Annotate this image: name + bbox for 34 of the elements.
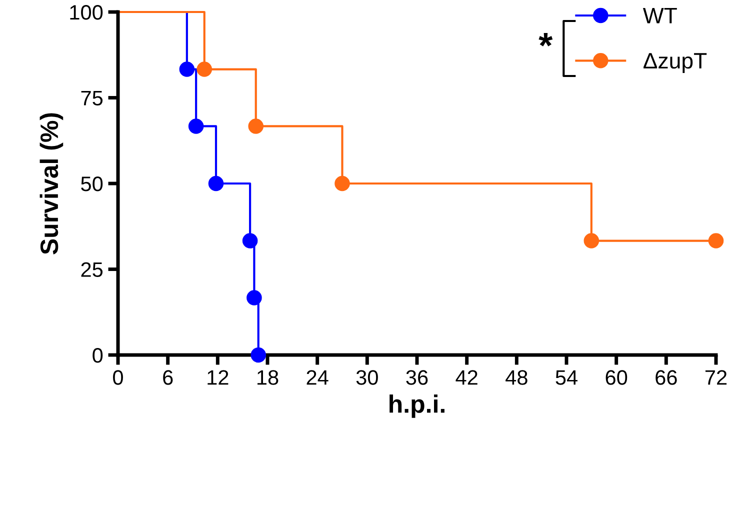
- point: [248, 118, 264, 134]
- x-axis-title: h.p.i.: [390, 394, 444, 418]
- x-tick-label: 6: [163, 370, 173, 385]
- y-tick-label: 0: [92, 348, 103, 363]
- y-tick-label: 25: [81, 262, 103, 278]
- x-tick-label: 18: [258, 370, 278, 385]
- y-tick-label: 100: [70, 5, 103, 20]
- point: [708, 233, 724, 248]
- annotation: *: [538, 32, 553, 46]
- legend-label: WT: [642, 8, 677, 24]
- x-tick-label: 36: [406, 370, 428, 385]
- x-tick-label: 42: [456, 370, 478, 385]
- x-tick-label: 48: [506, 370, 528, 385]
- point: [584, 233, 600, 248]
- x-tick-label: 66: [656, 370, 677, 385]
- y-tick-label: 50: [81, 176, 103, 192]
- x-tick-label: 72: [705, 370, 727, 385]
- point: [250, 347, 266, 363]
- x-tick-label: 54: [556, 370, 578, 385]
- point: [188, 118, 204, 134]
- point: [179, 62, 195, 77]
- point: [242, 233, 258, 248]
- x-tick-label: 60: [606, 370, 628, 385]
- y-tick-label: 75: [81, 90, 103, 106]
- point: [208, 176, 224, 192]
- point: [334, 176, 350, 192]
- x-tick-label: 24: [306, 370, 328, 385]
- y-axis-title: Survival (%): [40, 113, 64, 254]
- point: [196, 62, 212, 77]
- x-tick-label: 12: [208, 370, 228, 385]
- legend-label: ΔzupT: [644, 53, 707, 74]
- x-tick-label: 0: [113, 370, 123, 385]
- point: [246, 290, 262, 306]
- x-tick-label: 30: [356, 370, 378, 385]
